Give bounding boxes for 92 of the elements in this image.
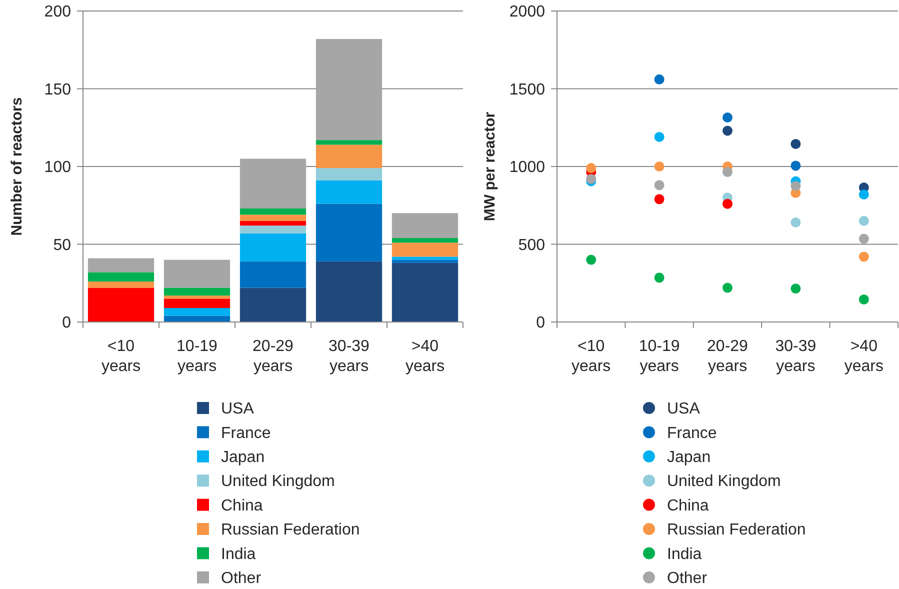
- y-axis-title: MW per reactor: [481, 112, 498, 222]
- x-tick-label: <10 years: [101, 338, 141, 375]
- point: [586, 174, 596, 184]
- bar: [316, 168, 382, 180]
- point: [790, 217, 801, 228]
- point: [858, 294, 869, 304]
- point: [654, 162, 664, 172]
- point: [858, 252, 869, 262]
- point: [858, 189, 869, 200]
- point: [722, 282, 732, 293]
- point: [586, 163, 596, 174]
- bar: [392, 262, 458, 322]
- x-tick-label: 10-19 years: [176, 338, 218, 375]
- legend-label: Other: [221, 570, 262, 587]
- point: [722, 112, 732, 123]
- bar: [392, 213, 458, 238]
- bar: [240, 226, 306, 234]
- x-tick-label: >40 years: [405, 338, 445, 375]
- point: [654, 194, 664, 204]
- legend-label: Russian Federation: [667, 522, 806, 539]
- point: [722, 126, 732, 136]
- point: [858, 234, 869, 244]
- y-tick-label: 50: [53, 236, 72, 254]
- bar: [164, 296, 230, 299]
- y-tick-label: 500: [518, 236, 546, 254]
- y-tick-label: 1500: [509, 81, 546, 98]
- legend-label: Japan: [221, 449, 265, 466]
- bar: [88, 258, 154, 272]
- bar: [392, 256, 458, 260]
- point: [790, 284, 801, 294]
- bar: [316, 180, 382, 204]
- legend-label: China: [221, 497, 263, 514]
- bar: [88, 282, 154, 288]
- legend-label: France: [667, 424, 717, 442]
- point: [722, 166, 732, 177]
- y-tick-label: 0: [536, 314, 546, 332]
- point: [654, 74, 664, 84]
- bar: [240, 261, 306, 288]
- y-tick-label: 200: [44, 4, 72, 21]
- bar: [240, 158, 306, 208]
- legend-label: Other: [667, 570, 708, 587]
- bar: [316, 144, 382, 168]
- legend-label: India: [667, 546, 702, 563]
- x-tick-label: 20-29 years: [707, 338, 748, 375]
- point: [654, 132, 664, 142]
- bar: [88, 272, 154, 282]
- y-tick-label: 100: [44, 159, 72, 176]
- y-axis-title: Number of reactors: [8, 97, 26, 236]
- bar: [316, 204, 382, 262]
- legend-label: India: [221, 546, 256, 563]
- bar: [316, 261, 382, 322]
- point: [586, 254, 596, 265]
- point: [654, 180, 664, 190]
- x-tick-label: <10 years: [572, 338, 611, 375]
- point: [722, 198, 732, 209]
- bar: [240, 233, 306, 262]
- bar: [240, 214, 306, 221]
- x-tick-label: 30-39 years: [328, 338, 370, 375]
- y-tick-label: 2000: [509, 4, 546, 21]
- point: [654, 272, 664, 283]
- bar: [88, 288, 154, 322]
- x-tick-label: 20-29 years: [252, 338, 294, 375]
- legend-label: United Kingdom: [221, 473, 335, 490]
- legend-label: USA: [221, 400, 254, 418]
- bar: [164, 260, 230, 288]
- bar: [392, 260, 458, 263]
- bar: [316, 38, 382, 140]
- point: [790, 160, 801, 171]
- legend-label: China: [667, 497, 709, 514]
- legend-label: United Kingdom: [667, 473, 781, 490]
- bar: [240, 288, 306, 322]
- point: [790, 138, 801, 149]
- bar: [240, 220, 306, 226]
- point: [858, 216, 869, 226]
- legend-label: Japan: [667, 449, 711, 466]
- y-tick-label: 150: [44, 81, 72, 98]
- legend-label: Russian Federation: [221, 522, 360, 539]
- x-tick-label: 10-19 years: [638, 338, 680, 375]
- legend-label: USA: [667, 400, 700, 418]
- point: [790, 180, 801, 191]
- bar: [240, 208, 306, 215]
- bar: [164, 298, 230, 308]
- bar: [164, 288, 230, 296]
- legend-label: France: [221, 424, 271, 442]
- bar: [164, 308, 230, 316]
- y-tick-label: 0: [62, 314, 72, 332]
- bar: [392, 238, 458, 243]
- x-tick-label: 30-39 years: [775, 338, 816, 375]
- bar: [392, 242, 458, 257]
- bar: [316, 140, 382, 145]
- y-tick-label: 1000: [509, 159, 546, 176]
- x-tick-label: >40 years: [844, 338, 884, 375]
